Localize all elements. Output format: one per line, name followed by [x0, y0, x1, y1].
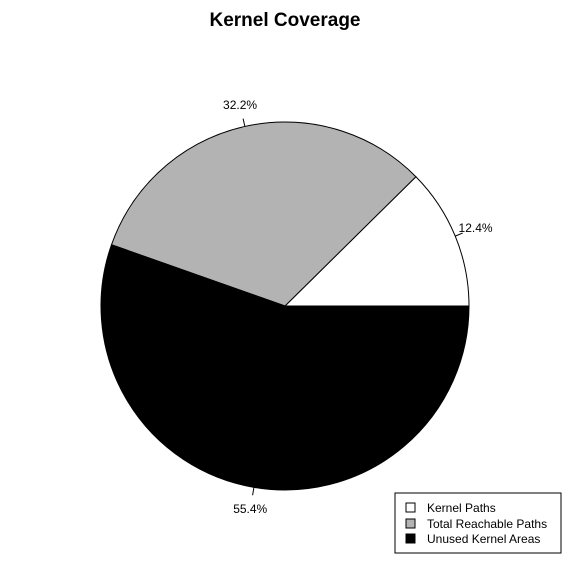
- pie-percent-label: 32.2%: [223, 98, 257, 112]
- legend-swatch-unused-kernel-areas: [405, 533, 416, 544]
- legend-label-total-reachable-paths: Total Reachable Paths: [427, 517, 547, 531]
- pie-label-tick: [242, 118, 246, 127]
- pie-label-tick: [252, 487, 255, 496]
- legend-swatch-total-reachable-paths: [405, 518, 416, 529]
- pie-slices: [100, 121, 470, 491]
- pie-percent-label: 55.4%: [233, 502, 267, 516]
- chart-title: Kernel Coverage: [209, 10, 360, 31]
- pie-slice-total-reachable-paths: [110, 121, 417, 307]
- pie-slice-unused-kernel-areas: [100, 244, 470, 491]
- legend: Kernel Paths Total Reachable Paths Unuse…: [394, 492, 562, 554]
- legend-swatch-kernel-paths: [405, 502, 416, 513]
- pie-slice-kernel-paths: [283, 176, 470, 307]
- legend-box: [394, 492, 562, 554]
- legend-label-unused-kernel-areas: Unused Kernel Areas: [427, 532, 540, 546]
- pie-label-tick: [455, 232, 463, 237]
- pie-labels: 12.4% 32.2% 55.4%: [223, 98, 493, 516]
- legend-label-kernel-paths: Kernel Paths: [427, 501, 496, 515]
- pie-percent-label: 12.4%: [459, 221, 493, 235]
